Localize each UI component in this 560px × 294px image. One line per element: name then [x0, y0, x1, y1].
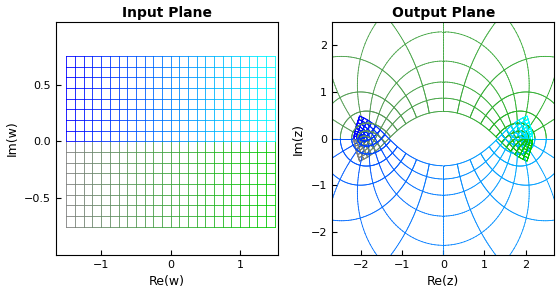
- X-axis label: Re(z): Re(z): [427, 275, 459, 288]
- Y-axis label: Im(w): Im(w): [6, 121, 18, 156]
- Title: Input Plane: Input Plane: [122, 6, 212, 20]
- Title: Output Plane: Output Plane: [391, 6, 495, 20]
- Y-axis label: Im(z): Im(z): [292, 123, 305, 155]
- X-axis label: Re(w): Re(w): [149, 275, 185, 288]
